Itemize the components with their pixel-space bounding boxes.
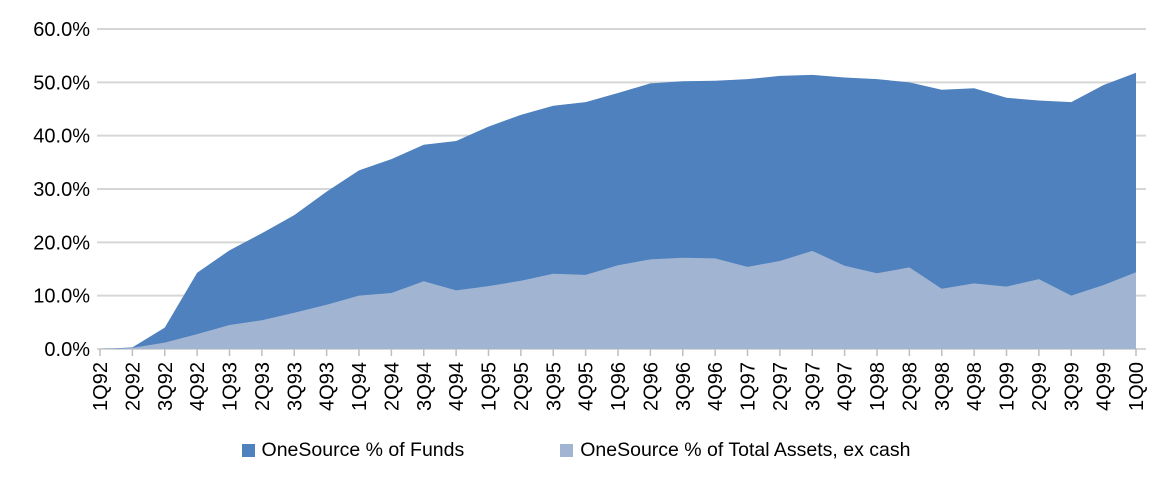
x-axis-label: 2Q92 [122,362,144,411]
area-chart-canvas: 0.0% 10.0% 20.0% 30.0% 40.0% 50.0% 60.0% 1Q92 2Q… [33,19,1148,411]
y-axis-label: 20.0% [33,232,90,254]
y-axis-label: 60.0% [33,19,90,41]
x-axis-label: 4Q98 [964,362,986,411]
legend-item-funds: OneSource % of Funds [241,438,465,462]
x-axis-label: 2Q99 [1029,362,1051,411]
x-axis-label: 1Q94 [349,362,371,411]
x-axis-label: 3Q98 [932,362,954,411]
chart-legend: OneSource % of Funds OneSource % of Tota… [0,434,1152,466]
x-axis-ticks [99,349,1137,356]
x-axis-label: 4Q96 [705,362,727,411]
x-axis-label: 4Q94 [446,362,468,411]
x-axis-label: 2Q95 [511,362,533,411]
x-axis-label: 4Q92 [187,362,209,411]
y-axis-label: 40.0% [33,126,90,148]
x-axis-labels: 1Q92 2Q92 3Q92 4Q92 1Q93 2Q93 3Q93 4Q93 1Q94 2Q94… [90,362,1148,411]
x-axis-label: 3Q96 [673,362,695,411]
x-axis-label: 2Q98 [899,362,921,411]
x-axis-label: 3Q97 [802,362,824,411]
x-axis-label: 4Q93 [317,362,339,411]
x-axis-label: 1Q92 [90,362,112,411]
legend-label-assets: OneSource % of Total Assets, ex cash [580,438,911,461]
x-axis-label: 2Q93 [252,362,274,411]
y-axis-labels: 0.0% 10.0% 20.0% 30.0% 40.0% 50.0% 60.0% [33,19,90,361]
x-axis-label: 1Q97 [738,362,760,411]
x-axis-label: 2Q96 [640,362,662,411]
legend-label-funds: OneSource % of Funds [261,438,465,461]
y-axis-label: 50.0% [33,72,90,94]
y-axis-label: 0.0% [44,339,90,361]
y-axis-label: 10.0% [33,286,90,308]
assets-area [100,250,1136,349]
x-axis-label: 4Q95 [576,362,598,411]
x-axis-label: 3Q92 [155,362,177,411]
x-axis-label: 1Q95 [479,362,501,411]
legend-item-assets: OneSource % of Total Assets, ex cash [560,439,910,462]
y-axis-label: 30.0% [33,179,90,201]
x-axis-label: 2Q97 [770,362,792,411]
x-axis-label: 3Q93 [284,362,306,411]
x-axis-label: 1Q98 [867,362,889,411]
x-axis-label: 4Q99 [1094,362,1116,411]
x-axis-label: 3Q94 [414,362,436,411]
x-axis-label: 3Q95 [543,362,565,411]
x-axis-label: 1Q96 [608,362,630,411]
x-axis-label: 3Q99 [1061,362,1083,411]
legend-swatch-assets [560,443,574,457]
x-axis-label: 2Q94 [381,362,403,411]
x-axis-label: 1Q00 [1126,362,1148,411]
x-axis-label: 4Q97 [835,362,857,411]
x-axis-label: 1Q99 [997,362,1019,411]
legend-swatch-funds [241,443,255,457]
x-axis-label: 1Q93 [220,362,242,411]
